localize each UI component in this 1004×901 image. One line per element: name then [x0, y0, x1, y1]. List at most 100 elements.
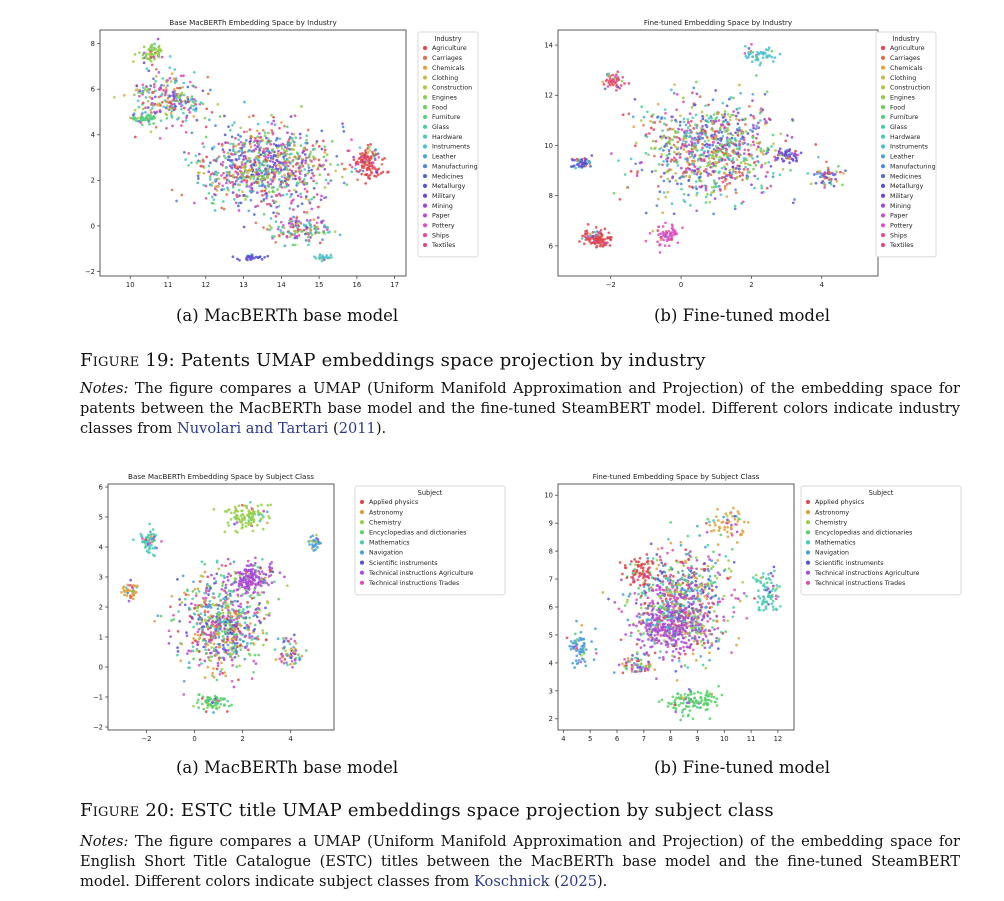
- scatter-point: [672, 233, 676, 236]
- scatter-point: [702, 153, 705, 157]
- scatter-point: [201, 89, 205, 93]
- scatter-point: [746, 143, 750, 146]
- x-tick-label: 15: [315, 281, 324, 289]
- scatter-point: [195, 161, 199, 165]
- scatter-point: [713, 628, 716, 631]
- scatter-point: [673, 130, 677, 133]
- scatter-point: [318, 173, 322, 177]
- scatter-point: [244, 580, 247, 584]
- scatter-point: [723, 172, 727, 176]
- scatter-point: [728, 118, 732, 122]
- scatter-point: [701, 576, 705, 579]
- scatter-point: [193, 98, 196, 101]
- scatter-point: [355, 169, 359, 173]
- scatter-point: [326, 228, 329, 231]
- scatter-point: [728, 173, 732, 177]
- scatter-point: [726, 120, 729, 124]
- scatter-point: [239, 153, 243, 157]
- scatter-point: [709, 193, 713, 197]
- scatter-point: [141, 111, 144, 115]
- scatter-point: [265, 510, 269, 514]
- scatter-point: [141, 56, 145, 60]
- scatter-point: [197, 663, 201, 667]
- scatter-point: [283, 173, 286, 177]
- scatter-point: [668, 138, 672, 142]
- legend-swatch: [880, 65, 886, 70]
- scatter-point: [137, 105, 141, 109]
- scatter-point: [307, 239, 311, 242]
- scatter-point: [141, 53, 145, 57]
- scatter-point: [711, 626, 714, 629]
- scatter-point: [207, 589, 211, 593]
- scatter-point: [690, 626, 693, 630]
- scatter-point: [693, 159, 697, 163]
- scatter-point: [226, 635, 230, 639]
- scatter-point: [239, 140, 243, 144]
- scatter-point: [647, 589, 651, 592]
- scatter-point: [204, 596, 208, 600]
- scatter-point: [737, 170, 741, 174]
- scatter-point: [663, 244, 667, 247]
- legend-label: Manufacturing: [890, 163, 936, 170]
- scatter-point: [150, 107, 154, 110]
- scatter-point: [738, 83, 741, 87]
- scatter-point: [756, 177, 760, 181]
- scatter-point: [207, 593, 210, 596]
- scatter-point: [749, 143, 753, 147]
- scatter-point: [291, 665, 294, 669]
- scatter-point: [261, 183, 264, 187]
- citation-link-nuvolari[interactable]: Nuvolari and Tartari: [176, 420, 329, 437]
- scatter-point: [295, 151, 299, 155]
- figure-19-notes-text: The figure compares a UMAP (Uniform Mani…: [80, 380, 961, 437]
- scatter-point: [284, 637, 288, 640]
- scatter-point: [292, 645, 295, 649]
- scatter-point: [226, 579, 230, 582]
- scatter-point: [200, 662, 203, 665]
- scatter-point: [753, 174, 757, 178]
- scatter-point: [158, 110, 162, 114]
- scatter-point: [273, 161, 277, 165]
- scatter-point: [260, 200, 263, 203]
- scatter-point: [265, 196, 268, 200]
- scatter-point: [695, 209, 699, 213]
- scatter-point: [259, 566, 262, 570]
- scatter-point: [749, 52, 752, 56]
- scatter-point: [708, 558, 712, 561]
- scatter-point: [212, 642, 216, 646]
- legend-swatch: [359, 530, 365, 535]
- scatter-point: [257, 576, 261, 579]
- scatter-point: [732, 151, 735, 155]
- scatter-point: [823, 172, 827, 176]
- scatter-point: [195, 106, 198, 110]
- scatter-point: [286, 178, 290, 181]
- scatter-point: [182, 93, 186, 97]
- scatter-point: [749, 154, 753, 158]
- scatter-point: [246, 559, 250, 563]
- citation-year-2011[interactable]: 2011: [338, 420, 376, 437]
- scatter-point: [208, 640, 211, 643]
- scatter-point: [309, 535, 313, 539]
- scatter-point: [256, 504, 260, 508]
- scatter-point: [703, 611, 707, 615]
- scatter-point: [139, 116, 143, 119]
- scatter-point: [691, 594, 695, 598]
- scatter-point: [182, 693, 186, 696]
- scatter-point: [253, 623, 257, 627]
- scatter-point: [236, 167, 240, 171]
- scatter-point: [154, 125, 158, 129]
- scatter-point: [214, 185, 217, 189]
- scatter-point: [234, 144, 238, 148]
- scatter-point: [235, 632, 239, 636]
- scatter-point: [230, 617, 233, 620]
- scatter-point: [283, 145, 287, 149]
- scatter-point: [215, 707, 218, 711]
- scatter-point: [232, 560, 236, 564]
- scatter-point: [771, 175, 775, 179]
- scatter-point: [759, 108, 762, 112]
- scatter-point: [198, 636, 202, 640]
- scatter-point: [212, 158, 216, 162]
- scatter-point: [268, 159, 272, 163]
- scatter-point: [178, 603, 182, 607]
- legend-label: Ships: [432, 232, 449, 239]
- scatter-point: [212, 202, 215, 205]
